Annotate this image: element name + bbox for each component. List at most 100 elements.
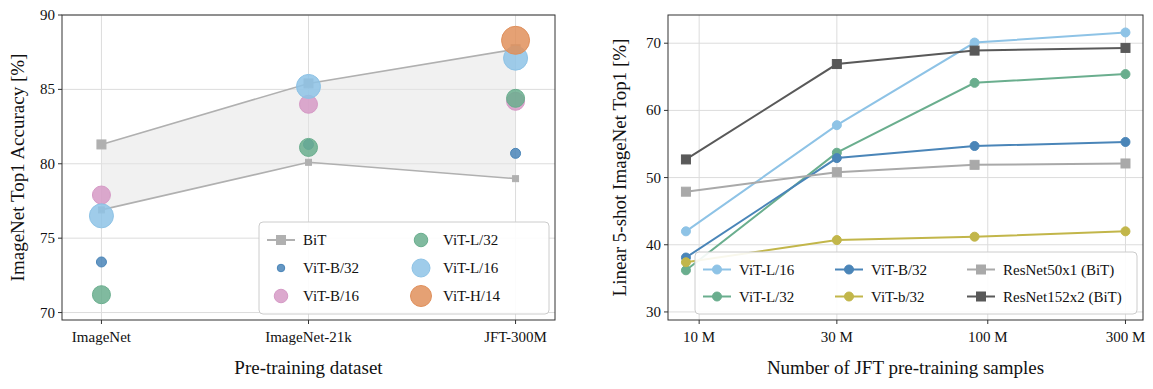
legend-entry: ViT-B/32 <box>277 260 359 276</box>
marker <box>832 168 841 177</box>
tick-label: ImageNet-21k <box>265 329 352 345</box>
tick <box>58 163 62 164</box>
tick <box>308 320 309 324</box>
point <box>511 148 521 158</box>
tick <box>58 312 62 313</box>
tick <box>664 244 668 245</box>
marker <box>832 60 841 69</box>
plot-area <box>89 26 529 303</box>
line <box>686 74 1126 270</box>
tick <box>1125 320 1126 324</box>
legend-marker <box>977 265 986 274</box>
marker <box>513 176 519 182</box>
tick-label: 90 <box>40 7 55 23</box>
tick-label: 30 M <box>821 329 853 345</box>
marker <box>97 140 106 149</box>
legend-label: ViT-L/16 <box>443 260 499 276</box>
legend-label: ViT-L/32 <box>739 289 794 305</box>
legend-label: ViT-b/32 <box>871 289 925 305</box>
tick <box>515 320 516 324</box>
y-axis: 7075808590 <box>40 7 62 321</box>
legend-box <box>259 222 549 314</box>
marker <box>970 46 979 55</box>
tick <box>58 238 62 239</box>
y-axis: 3040506070 <box>646 35 668 320</box>
legend-entry: ViT-L/16 <box>703 262 795 278</box>
marker <box>832 236 841 245</box>
range-line <box>101 49 515 144</box>
chart-0: 7075808590 ImageNet ImageNet-21k JFT-300M Pr… <box>7 7 555 378</box>
series <box>681 159 1130 196</box>
legend-marker <box>411 286 432 307</box>
range-line <box>101 162 515 210</box>
tick <box>664 110 668 111</box>
point <box>92 286 110 304</box>
series <box>502 26 530 54</box>
tick-label: 50 <box>646 170 661 186</box>
marker <box>832 121 841 130</box>
tick <box>664 311 668 312</box>
marker <box>681 187 690 196</box>
tick <box>664 177 668 178</box>
legend-box <box>695 252 1137 314</box>
point <box>297 74 321 98</box>
marker <box>681 227 690 236</box>
series <box>89 46 527 228</box>
legend-entry: ViT-L/32 <box>414 232 498 248</box>
y-axis-label: Linear 5-shot ImageNet Top1 [%] <box>609 39 630 297</box>
grid <box>668 15 1143 320</box>
legend-entry: ViT-L/32 <box>703 289 794 305</box>
series <box>681 43 1130 164</box>
marker <box>1121 159 1130 168</box>
legend-marker <box>277 236 286 245</box>
tick-label: 30 <box>646 304 661 320</box>
marker <box>970 160 979 169</box>
legend-marker <box>713 292 722 301</box>
legend-label: ResNet152x2 (BiT) <box>1003 289 1122 306</box>
point <box>502 26 530 54</box>
tick <box>101 320 102 324</box>
series <box>681 137 1130 262</box>
grid-line <box>668 244 1143 245</box>
legend-label: ViT-L/16 <box>739 262 795 278</box>
legend-label: BiT <box>303 232 326 248</box>
legend: BiT ViT-B/32 ViT-B/16 ViT-L/32 ViT-L/16 ViT-H… <box>259 222 549 314</box>
marker <box>1121 227 1130 236</box>
tick <box>664 43 668 44</box>
series <box>681 70 1130 275</box>
legend-entry: ViT-B/16 <box>274 288 359 304</box>
legend-label: ViT-B/32 <box>871 262 927 278</box>
legend-label: ViT-H/14 <box>443 288 500 304</box>
point <box>96 257 106 267</box>
series <box>681 28 1130 236</box>
legend: ViT-L/16 ViT-L/32 ViT-B/32 ViT-b/32 ResNet50… <box>695 252 1137 314</box>
series <box>96 139 520 267</box>
legend-entry: BiT <box>267 232 326 248</box>
tick-label: ImageNet <box>72 329 132 345</box>
marker <box>970 78 979 87</box>
legend-marker <box>845 292 854 301</box>
x-axis-label: Pre-training dataset <box>234 357 383 378</box>
marker <box>832 154 841 163</box>
grid-line <box>668 177 1143 178</box>
tick <box>836 320 837 324</box>
legend-marker <box>977 292 986 301</box>
marker <box>681 155 690 164</box>
y-axis-label: ImageNet Top1 Accuracy [%] <box>7 54 28 282</box>
x-axis-label: Number of JFT pre-training samples <box>767 357 1044 378</box>
legend-marker <box>845 265 854 274</box>
legend-entry: ViT-b/32 <box>835 289 925 305</box>
legend-label: ViT-B/16 <box>303 288 360 304</box>
point <box>92 186 110 204</box>
tick-label: JFT-300M <box>484 329 547 345</box>
tick <box>58 15 62 16</box>
point <box>300 138 318 156</box>
frame <box>62 15 555 320</box>
legend-label: ResNet50x1 (BiT) <box>1003 262 1114 279</box>
legend-entry: ResNet50x1 (BiT) <box>967 262 1114 279</box>
legend-marker <box>277 264 285 272</box>
marker <box>1121 70 1130 79</box>
tick-label: 10 M <box>683 329 715 345</box>
point <box>507 89 525 107</box>
tick <box>987 320 988 324</box>
